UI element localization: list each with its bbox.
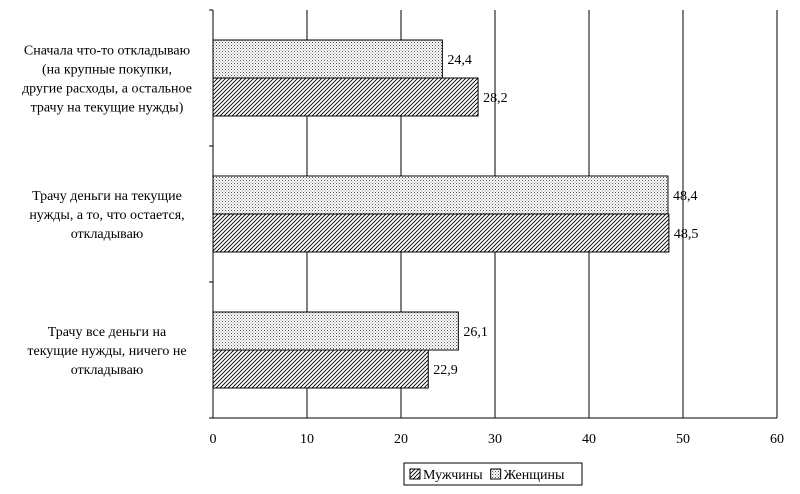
category-label: Трачу все деньги на текущие нужды, ничего… xyxy=(27,325,186,378)
bar-hatch xyxy=(212,349,429,389)
data-label: 48,4 xyxy=(673,189,698,204)
data-label: 48,5 xyxy=(674,227,699,242)
data-label: 26,1 xyxy=(463,325,488,340)
category-label-line: Сначала что-то откладываю xyxy=(24,44,190,59)
category-label: Трачу деньги на текущие нужды, а то, что … xyxy=(29,189,184,242)
x-tick-label: 40 xyxy=(582,432,596,447)
category-label-line: нужды, а то, что остается, xyxy=(29,208,184,223)
data-label: 22,9 xyxy=(433,363,458,378)
category-labels: Сначала что-то откладываю (на крупные пок… xyxy=(22,44,192,379)
category-label-line: откладываю xyxy=(71,227,144,242)
legend-label: Женщины xyxy=(504,468,565,483)
x-tick-label: 0 xyxy=(210,432,217,447)
category-label-line: откладываю xyxy=(71,363,144,378)
legend-swatch-dots xyxy=(490,468,502,480)
x-tick-label: 10 xyxy=(300,432,314,447)
bar-hatch xyxy=(212,213,670,253)
category-label-line: (на крупные покупки, xyxy=(42,63,172,78)
x-tick-label: 50 xyxy=(676,432,690,447)
bar-dots xyxy=(212,39,443,79)
bar-dots xyxy=(212,311,459,351)
x-tick-label: 30 xyxy=(488,432,502,447)
category-label-line: трачу на текущие нужды) xyxy=(31,101,184,116)
bar-hatch xyxy=(212,77,479,117)
data-labels: 24,4 28,2 48,4 48,5 26,1 22,9 xyxy=(433,53,698,378)
legend-label: Мужчины xyxy=(423,468,483,483)
legend: Мужчины Женщины xyxy=(403,462,583,486)
bar-dots xyxy=(212,175,669,215)
data-label: 24,4 xyxy=(447,53,472,68)
category-label-line: другие расходы, а остальное xyxy=(22,82,192,97)
x-tick-labels: 0 10 20 30 40 50 60 xyxy=(210,432,785,447)
x-tick-label: 20 xyxy=(394,432,408,447)
legend-swatch-hatch xyxy=(409,468,421,480)
x-tick-label: 60 xyxy=(770,432,784,447)
category-label-line: текущие нужды, ничего не xyxy=(27,344,186,359)
category-label: Сначала что-то откладываю (на крупные пок… xyxy=(22,44,192,116)
category-label-line: Трачу все деньги на xyxy=(48,325,167,340)
bars xyxy=(212,39,670,389)
data-label: 28,2 xyxy=(483,91,508,106)
category-label-line: Трачу деньги на текущие xyxy=(32,189,182,204)
